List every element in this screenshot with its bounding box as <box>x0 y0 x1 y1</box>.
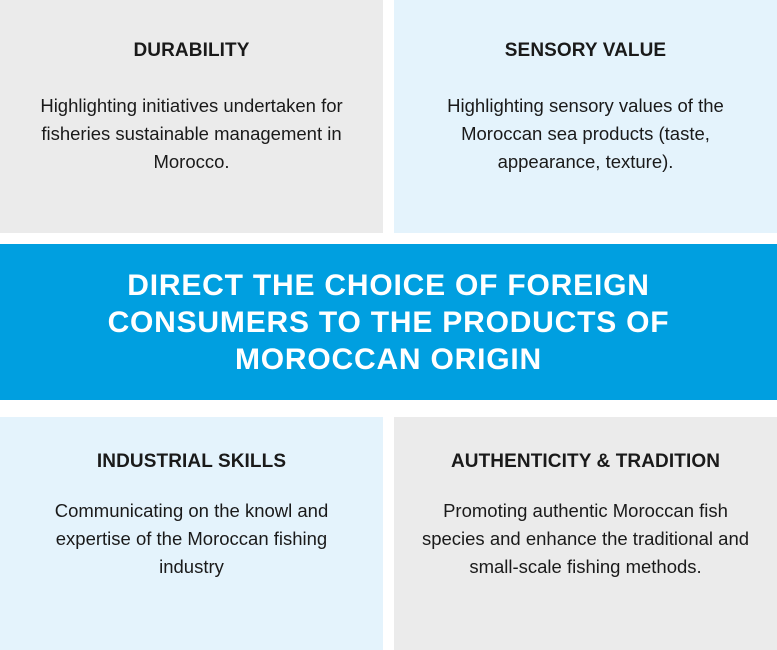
durability-description: Highlighting initiatives undertaken for … <box>40 95 343 172</box>
authenticity-tradition-card: AUTHENTICITY & TRADITION Promoting authe… <box>394 417 777 650</box>
central-banner-text: DIRECT THE CHOICE OF FOREIGN CONSUMERS T… <box>107 268 670 376</box>
sensory-value-card: SENSORY VALUE Highlighting sensory value… <box>394 0 777 233</box>
central-banner: DIRECT THE CHOICE OF FOREIGN CONSUMERS T… <box>0 244 777 400</box>
industrial-skills-title: INDUSTRIAL SKILLS <box>96 451 287 472</box>
durability-card: DURABILITY Highlighting initiatives unde… <box>0 0 383 233</box>
sensory-value-title: SENSORY VALUE <box>504 40 667 61</box>
industrial-skills-description: Communicating on the knowl and expertise… <box>54 500 329 577</box>
sensory-value-description: Highlighting sensory values of the Moroc… <box>447 95 724 172</box>
authenticity-tradition-title: AUTHENTICITY & TRADITION <box>450 451 721 472</box>
industrial-skills-card: INDUSTRIAL SKILLS Communicating on the k… <box>0 417 383 650</box>
authenticity-tradition-description: Promoting authentic Moroccan fish specie… <box>421 500 750 577</box>
durability-title: DURABILITY <box>133 40 250 61</box>
